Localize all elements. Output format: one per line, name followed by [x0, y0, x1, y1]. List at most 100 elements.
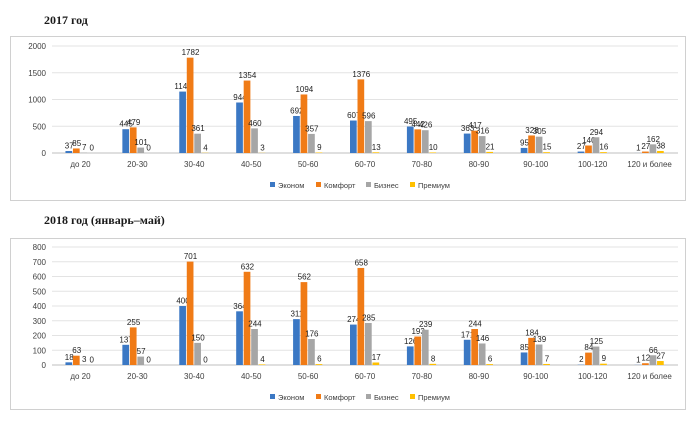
bar [308, 339, 315, 365]
bar [350, 324, 357, 365]
legend-label: Комфорт [324, 393, 356, 402]
bar [293, 319, 300, 365]
y-tick-label: 700 [33, 258, 47, 267]
bar [137, 356, 145, 365]
data-label: 311 [290, 310, 303, 319]
data-label: 1354 [239, 71, 257, 80]
y-tick-label: 600 [33, 273, 47, 282]
bar [414, 336, 422, 365]
legend-label: Премиум [418, 181, 450, 190]
data-label: 150 [191, 333, 205, 342]
data-label: 27 [577, 142, 586, 151]
data-label: 328 [525, 126, 539, 135]
bar [520, 147, 528, 153]
x-tick-label: 60-70 [355, 160, 376, 169]
data-label: 658 [355, 258, 369, 267]
x-tick-label: 30-40 [184, 160, 205, 169]
bar [406, 346, 414, 365]
data-label: 316 [476, 127, 490, 136]
chart-title-2018: 2018 год (январь–май) [44, 213, 165, 227]
bar [236, 311, 243, 365]
data-label: 137 [119, 335, 133, 344]
y-tick-label: 300 [33, 317, 47, 326]
data-label: 460 [248, 119, 262, 128]
bar [300, 94, 308, 153]
x-tick-label: 50-60 [298, 160, 319, 169]
y-tick-label: 500 [33, 287, 47, 296]
bar [137, 147, 145, 153]
data-label: 16 [599, 143, 608, 152]
y-tick-label: 500 [33, 122, 47, 131]
data-label: 139 [533, 335, 547, 344]
bar [251, 329, 258, 365]
bar [535, 136, 543, 153]
bar [600, 363, 607, 365]
bar [592, 346, 600, 365]
data-label: 239 [419, 320, 433, 329]
x-tick-label: 80-90 [469, 160, 490, 169]
legend-label: Бизнес [374, 393, 399, 402]
legend-swatch [410, 182, 415, 187]
bar [471, 130, 479, 153]
data-label: 417 [468, 121, 482, 130]
x-tick-label: 20-30 [127, 372, 148, 381]
legend-label: Эконом [278, 181, 304, 190]
bar [365, 121, 372, 153]
bar [243, 271, 251, 365]
bar [243, 80, 251, 153]
x-tick-label: 70-80 [412, 372, 433, 381]
legend-swatch [366, 394, 371, 399]
bar [463, 133, 471, 153]
chart-title-2017: 2017 год [44, 13, 88, 27]
bar [72, 355, 80, 365]
data-label: 171 [461, 330, 475, 339]
data-label: 84 [584, 343, 593, 352]
bar [463, 339, 471, 365]
data-label: 1 [636, 355, 641, 364]
data-label: 3 [260, 143, 265, 152]
x-tick-label: 50-60 [298, 372, 319, 381]
bar [642, 151, 649, 153]
data-label: 12 [641, 354, 650, 363]
y-tick-label: 200 [33, 332, 47, 341]
bar [179, 306, 186, 365]
bar [414, 129, 422, 153]
data-label: 15 [543, 143, 552, 152]
data-label: 426 [419, 121, 433, 130]
bar [543, 152, 550, 153]
data-label: 184 [525, 328, 539, 337]
data-label: 0 [146, 144, 151, 153]
bar [186, 57, 194, 153]
bar [528, 135, 535, 153]
x-tick-label: 90-100 [523, 372, 548, 381]
bar [421, 329, 429, 365]
data-label: 6 [317, 355, 322, 364]
legend-swatch [316, 394, 321, 399]
data-label: 607 [347, 111, 361, 120]
bar [236, 102, 243, 153]
bar [194, 133, 201, 153]
bar [657, 150, 664, 153]
data-label: 57 [137, 347, 146, 356]
data-label: 274 [347, 315, 361, 324]
data-label: 21 [486, 142, 495, 151]
bar [308, 133, 315, 153]
data-label: 9 [602, 354, 607, 363]
bar [357, 267, 365, 365]
data-label: 294 [590, 128, 604, 137]
bar [520, 352, 528, 365]
data-label: 9 [317, 143, 322, 152]
bar [65, 151, 73, 153]
plot-frame [10, 36, 686, 201]
data-label: 632 [241, 262, 255, 271]
x-tick-label: 100-120 [578, 160, 608, 169]
y-tick-label: 1500 [28, 69, 46, 78]
bar [179, 91, 186, 153]
bar [649, 355, 657, 365]
data-label: 95 [520, 138, 529, 147]
data-label: 27 [656, 352, 665, 361]
y-tick-label: 400 [33, 302, 47, 311]
y-tick-label: 1000 [28, 96, 46, 105]
data-label: 1376 [352, 70, 370, 79]
